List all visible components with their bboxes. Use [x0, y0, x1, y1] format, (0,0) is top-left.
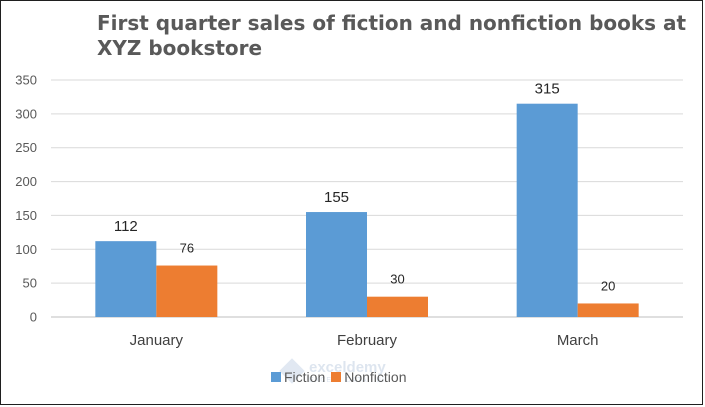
chart-title: First quarter sales of fiction and nonfi… — [97, 11, 687, 60]
data-labels: 112 76 155 30 315 20 — [114, 81, 616, 294]
bar-nonfiction — [367, 296, 428, 317]
y-tick-label: 300 — [15, 106, 37, 121]
legend-item-nonfiction: Nonfiction — [331, 369, 407, 385]
legend-item-fiction: Fiction — [271, 369, 325, 385]
bar-fiction — [516, 103, 578, 317]
bar-nonfiction — [577, 303, 639, 317]
data-label-fiction: 315 — [535, 81, 560, 98]
legend-swatch-fiction — [271, 372, 281, 382]
legend-swatch-nonfiction — [331, 372, 342, 382]
data-label-nonfiction: 76 — [180, 241, 194, 256]
y-tick-label: 50 — [23, 276, 37, 291]
category-label: January — [130, 332, 184, 349]
data-label-nonfiction: 30 — [390, 272, 404, 287]
y-tick-label: 0 — [30, 310, 37, 325]
y-tick-label: 200 — [15, 174, 37, 189]
y-tick-label: 100 — [15, 242, 37, 257]
bar-nonfiction — [156, 265, 218, 317]
bar-fiction — [306, 212, 367, 317]
y-tick-label: 250 — [15, 140, 37, 155]
bars — [95, 103, 639, 317]
data-label-fiction: 112 — [114, 218, 138, 235]
y-axis-tick-labels: 0 50 100 150 200 250 300 350 — [15, 73, 37, 325]
data-label-fiction: 155 — [324, 189, 349, 206]
category-label: February — [337, 332, 398, 349]
category-label: March — [557, 332, 599, 349]
legend-label-nonfiction: Nonfiction — [344, 369, 407, 385]
legend: Fiction Nonfiction — [271, 367, 407, 387]
category-labels: January February March — [130, 332, 599, 349]
data-label-nonfiction: 20 — [601, 278, 615, 293]
bar-fiction — [95, 241, 157, 317]
y-tick-label: 150 — [15, 208, 37, 223]
y-tick-label: 350 — [15, 73, 37, 88]
legend-label-fiction: Fiction — [284, 369, 326, 385]
